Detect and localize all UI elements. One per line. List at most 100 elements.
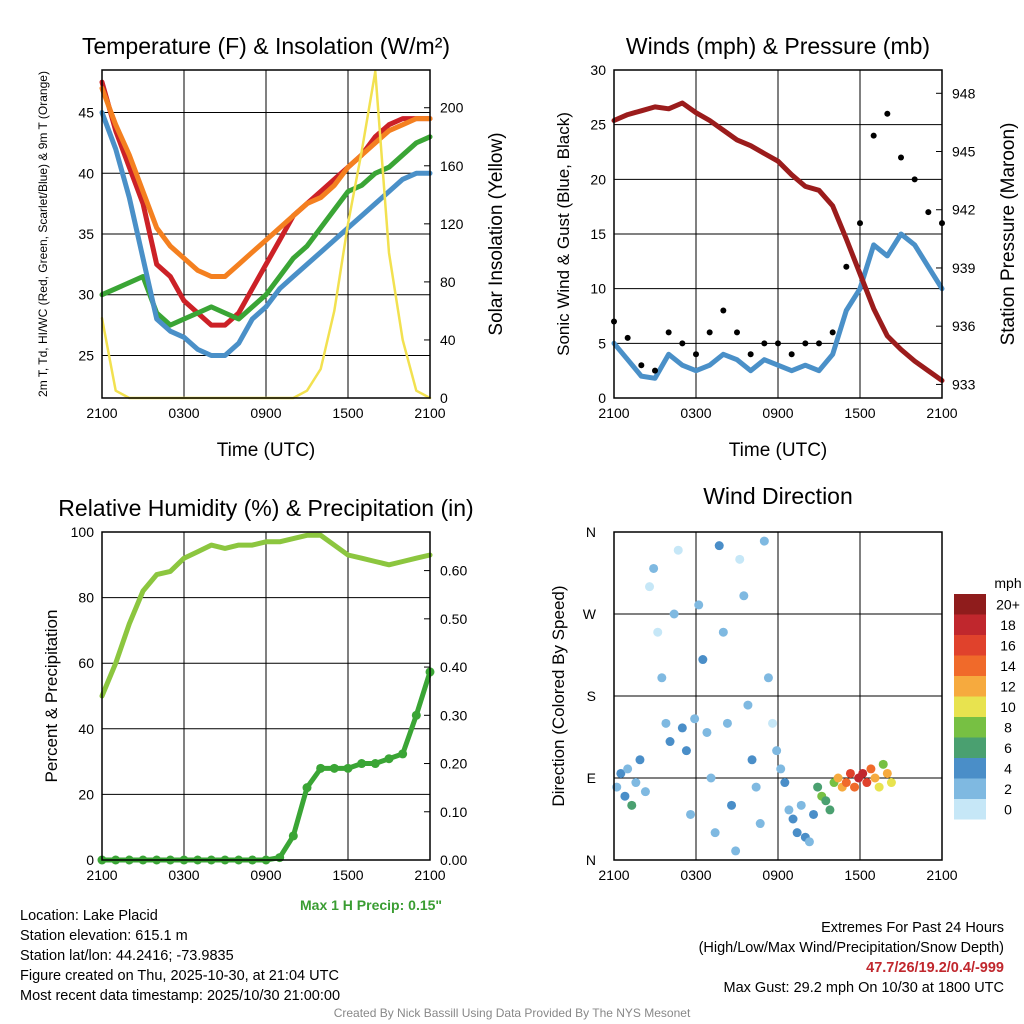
colorbar-label: 0 bbox=[1004, 801, 1012, 817]
direction-point bbox=[743, 700, 753, 710]
9m-t-series-line bbox=[99, 85, 433, 279]
colorbar-swatch bbox=[954, 758, 986, 779]
2m-t-series-line bbox=[99, 79, 433, 328]
direction-point bbox=[645, 582, 655, 592]
gust-point bbox=[802, 340, 809, 347]
direction-point bbox=[768, 718, 778, 728]
colorbar-label: 18 bbox=[1000, 617, 1016, 633]
y-tick-label: 40 bbox=[78, 721, 94, 737]
colorbar-swatch bbox=[954, 737, 986, 758]
x-tick-label: 1500 bbox=[332, 867, 363, 883]
direction-point bbox=[792, 828, 802, 838]
y-tick-label: 60 bbox=[78, 655, 94, 671]
extremes-title: Extremes For Past 24 Hours bbox=[821, 920, 1004, 936]
colorbar-title: mph bbox=[994, 575, 1021, 591]
y2-tick-label: 0 bbox=[440, 390, 448, 406]
y2-tick-label: 945 bbox=[952, 144, 976, 160]
x-tick-label: 2100 bbox=[414, 405, 445, 421]
y2-tick-label: 936 bbox=[952, 318, 976, 334]
gust-point bbox=[638, 362, 645, 369]
extremes-subtitle: (High/Low/Max Wind/Precipitation/Snow De… bbox=[698, 940, 1004, 956]
x-tick-label: 1500 bbox=[332, 405, 363, 421]
precip-point bbox=[411, 710, 421, 720]
y-tick-label: 10 bbox=[590, 281, 606, 297]
y-tick-label: 25 bbox=[590, 117, 606, 133]
x-tick-label: 0300 bbox=[680, 405, 711, 421]
plot-border bbox=[613, 531, 943, 861]
direction-point bbox=[886, 778, 896, 788]
location-text: Location: Lake Placid bbox=[20, 908, 158, 924]
direction-point bbox=[731, 846, 741, 856]
colorbar-swatch bbox=[954, 717, 986, 738]
x-tick-label: 1500 bbox=[844, 867, 875, 883]
gust-point bbox=[925, 209, 932, 216]
gust-point bbox=[652, 367, 658, 374]
humidity-precipitation-panel: 2100 0300 0900 1500 21000204060801000.000.10… bbox=[42, 495, 474, 883]
x-tick-label: 0900 bbox=[762, 405, 793, 421]
credit-text: Created By Nick Bassill Using Data Provi… bbox=[333, 1006, 691, 1020]
gust-point bbox=[747, 351, 754, 358]
y-tick-label: W bbox=[583, 606, 597, 622]
y2-tick-label: 0.60 bbox=[440, 563, 467, 579]
colorbar-label: 6 bbox=[1004, 740, 1012, 756]
y2-tick-label: 0.00 bbox=[440, 852, 467, 868]
max-precip-note: Max 1 H Precip: 0.15" bbox=[300, 897, 443, 913]
gust-point bbox=[843, 263, 850, 270]
x-tick-label: 2100 bbox=[598, 405, 629, 421]
y2-tick-label: 0.40 bbox=[440, 659, 467, 675]
colorbar-swatch bbox=[954, 635, 986, 656]
colorbar-label: 12 bbox=[1000, 678, 1016, 694]
direction-point bbox=[735, 554, 745, 564]
direction-point bbox=[759, 536, 769, 546]
latlon-text: Station lat/lon: 44.2416; -73.9835 bbox=[20, 948, 234, 964]
gust-point bbox=[816, 340, 822, 347]
x-tick-label: 2100 bbox=[598, 867, 629, 883]
gust-point bbox=[761, 340, 768, 347]
wc-series-line bbox=[99, 110, 433, 358]
direction-point bbox=[874, 782, 884, 792]
precip-point bbox=[343, 763, 353, 773]
direction-point bbox=[751, 782, 761, 792]
direction-point bbox=[661, 718, 671, 728]
recent-text: Most recent data timestamp: 2025/10/30 2… bbox=[20, 988, 341, 1004]
direction-point bbox=[714, 541, 724, 551]
y-axis-label: Direction (Colored By Speed) bbox=[549, 585, 568, 806]
x-tick-label: 0300 bbox=[680, 867, 711, 883]
direction-point bbox=[640, 787, 650, 797]
colorbar-swatch bbox=[954, 655, 986, 676]
chart-title: Relative Humidity (%) & Precipitation (i… bbox=[58, 495, 473, 521]
direction-point bbox=[673, 545, 683, 555]
direction-point bbox=[706, 773, 716, 783]
y-tick-label: E bbox=[587, 770, 596, 786]
y-tick-label: N bbox=[586, 524, 596, 540]
station-info: Location: Lake Placid Station elevation:… bbox=[20, 906, 340, 1006]
direction-point bbox=[845, 768, 855, 778]
gust-point bbox=[720, 307, 727, 314]
direction-point bbox=[784, 805, 794, 815]
y2-tick-label: 160 bbox=[440, 158, 464, 174]
direction-point bbox=[635, 755, 645, 765]
station-pressure-series-line bbox=[611, 100, 945, 383]
colorbar-swatch bbox=[954, 676, 986, 697]
x-tick-label: 0300 bbox=[168, 405, 199, 421]
y2-tick-label: 40 bbox=[440, 332, 456, 348]
colorbar-label: 2 bbox=[1004, 781, 1012, 797]
direction-point bbox=[620, 791, 630, 801]
x-axis-label: Time (UTC) bbox=[729, 440, 828, 461]
y-tick-label: 25 bbox=[78, 347, 94, 363]
direction-point bbox=[755, 819, 765, 829]
gust-point bbox=[884, 110, 891, 117]
plot-border bbox=[613, 69, 943, 399]
created-text: Figure created on Thu, 2025-10-30, at 21… bbox=[20, 968, 339, 984]
precip-point bbox=[316, 763, 326, 773]
direction-point bbox=[780, 778, 790, 788]
gust-point bbox=[829, 329, 836, 336]
y2-tick-label: 0.30 bbox=[440, 707, 467, 723]
x-tick-label: 2100 bbox=[86, 867, 117, 883]
x-tick-label: 1500 bbox=[844, 405, 875, 421]
temperature-insolation-panel: 2100 0300 0900 1500 2100 25 30 35 40 45 0 40 80 120 16… bbox=[36, 33, 507, 461]
direction-point bbox=[825, 805, 835, 815]
x-tick-label: 2100 bbox=[926, 867, 957, 883]
colorbar-label: 8 bbox=[1004, 719, 1012, 735]
